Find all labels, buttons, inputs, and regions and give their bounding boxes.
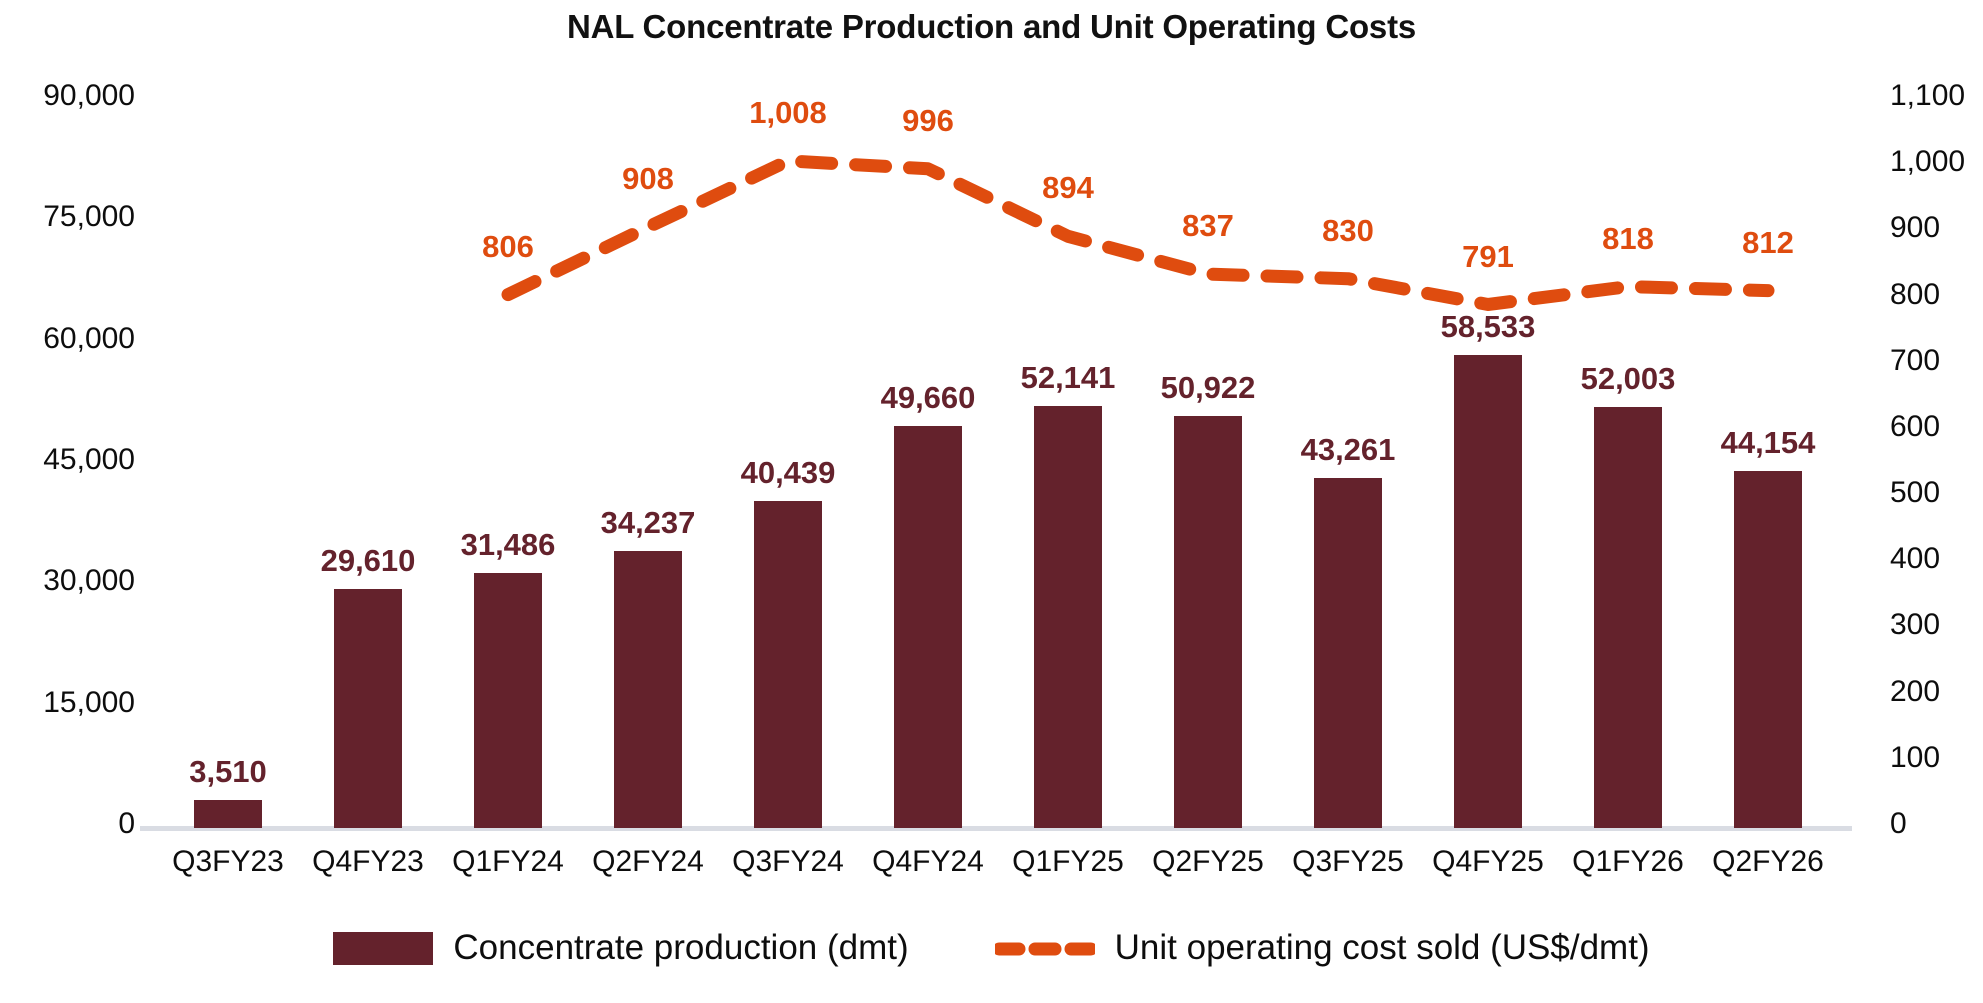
bar-slot: 43,261 (1278, 100, 1418, 828)
line-value-label-Q4FY25: 791 (1462, 238, 1514, 274)
right-axis-tick-1000: 1,000 (1890, 145, 1966, 179)
category-label-Q4FY25: Q4FY25 (1432, 845, 1544, 878)
bar-Q2FY24[interactable] (614, 551, 682, 828)
bar-swatch-icon (333, 931, 434, 965)
left-axis-tick-0: 0 (118, 807, 135, 840)
bar-slot: 31,486 (438, 100, 578, 828)
bar-value-label-Q2FY24: 34,237 (600, 505, 696, 541)
right-axis-tick-800: 800 (1890, 277, 1941, 311)
bar-value-label-Q1FY26: 52,003 (1580, 361, 1676, 397)
category-label-Q1FY24: Q1FY24 (452, 845, 564, 878)
bar-slot: 52,003 (1558, 100, 1698, 828)
bar-Q2FY26[interactable] (1734, 470, 1802, 828)
line-value-label-Q1FY24: 806 (482, 228, 534, 264)
bar-slot: 3,510 (158, 100, 298, 828)
dashed-line-swatch-icon (992, 932, 1098, 965)
bar-Q4FY25[interactable] (1454, 354, 1522, 828)
legend-label-unit-operating-cost: Unit operating cost sold (US$/dmt) (1114, 928, 1650, 967)
bar-slot: 40,439 (718, 100, 858, 828)
bar-value-label-Q4FY24: 49,660 (880, 380, 976, 416)
legend-item-unit-operating-cost[interactable]: Unit operating cost sold (US$/dmt) (992, 928, 1650, 968)
bar-slot: 49,660 (858, 100, 998, 828)
bar-Q1FY24[interactable] (474, 573, 542, 828)
line-value-label-Q1FY26: 818 (1602, 220, 1654, 256)
category-label-Q3FY24: Q3FY24 (732, 845, 844, 878)
line-value-label-Q2FY26: 812 (1742, 224, 1794, 260)
bar-Q3FY25[interactable] (1314, 478, 1382, 828)
bar-value-label-Q1FY25: 52,141 (1020, 360, 1116, 396)
right-axis-tick-400: 400 (1890, 542, 1941, 576)
bar-slot: 44,154 (1698, 100, 1838, 828)
category-label-Q1FY26: Q1FY26 (1572, 845, 1684, 878)
bar-Q4FY24[interactable] (894, 426, 962, 828)
left-axis-tick-45000: 45,000 (43, 443, 135, 476)
chart-legend: Concentrate production (dmt) Unit operat… (0, 928, 1983, 968)
category-label-Q2FY24: Q2FY24 (592, 845, 704, 878)
bar-slot: 50,922 (1138, 100, 1278, 828)
right-axis-tick-700: 700 (1890, 343, 1941, 377)
line-value-label-Q1FY25: 894 (1042, 170, 1094, 206)
left-axis-tick-60000: 60,000 (43, 321, 135, 355)
line-value-label-Q3FY24: 1,008 (749, 94, 827, 130)
chart-title: NAL Concentrate Production and Unit Oper… (566, 8, 1417, 45)
right-axis-tick-900: 900 (1890, 211, 1941, 245)
bar-value-label-Q3FY23: 3,510 (189, 753, 267, 789)
bar-slot: 29,610 (298, 100, 438, 828)
category-label-Q3FY25: Q3FY25 (1292, 845, 1404, 878)
bar-Q1FY26[interactable] (1594, 407, 1662, 828)
right-axis-tick-1100: 1,100 (1890, 79, 1966, 112)
bar-Q4FY23[interactable] (334, 588, 402, 828)
category-label-Q4FY24: Q4FY24 (872, 845, 984, 878)
bar-value-label-Q4FY23: 29,610 (320, 542, 416, 578)
bar-Q3FY23[interactable] (194, 799, 262, 828)
bar-value-label-Q4FY25: 58,533 (1440, 308, 1536, 344)
line-value-label-Q4FY24: 996 (902, 102, 954, 138)
plot-area: 3,510 29,610 31,486 34,237 40,439 49,660 52,14… (158, 95, 1838, 828)
category-label-Q3FY23: Q3FY23 (172, 845, 284, 878)
category-label-Q2FY25: Q2FY25 (1152, 845, 1264, 878)
category-label-Q1FY25: Q1FY25 (1012, 845, 1124, 878)
left-axis-tick-75000: 75,000 (43, 200, 135, 234)
bar-Q3FY24[interactable] (754, 500, 822, 828)
category-label-Q2FY26: Q2FY26 (1712, 845, 1824, 878)
bar-slot: 34,237 (578, 100, 718, 828)
bar-value-label-Q3FY24: 40,439 (740, 454, 836, 490)
right-axis-tick-600: 600 (1890, 409, 1941, 443)
right-axis-tick-300: 300 (1890, 608, 1941, 642)
dashed-line-glyph (992, 942, 1098, 955)
right-axis-tick-0: 0 (1890, 807, 1907, 840)
line-value-label-Q2FY25: 837 (1182, 208, 1234, 244)
left-axis-tick-90000: 90,000 (43, 79, 135, 112)
category-axis-line (140, 826, 1852, 831)
bar-Q2FY25[interactable] (1174, 416, 1242, 828)
bar-value-label-Q2FY26: 44,154 (1720, 424, 1816, 460)
bar-Q1FY25[interactable] (1034, 406, 1102, 828)
bar-slot: 58,533 (1418, 100, 1558, 828)
bar-slot: 52,141 (998, 100, 1138, 828)
right-axis-tick-100: 100 (1890, 740, 1941, 774)
legend-item-concentrate-production[interactable]: Concentrate production (dmt) (333, 928, 909, 968)
line-value-label-Q3FY25: 830 (1322, 212, 1374, 248)
line-value-label-Q2FY24: 908 (622, 161, 674, 197)
right-axis-tick-500: 500 (1890, 476, 1941, 510)
bar-value-label-Q3FY25: 43,261 (1300, 432, 1396, 468)
category-label-Q4FY23: Q4FY23 (312, 845, 424, 878)
legend-label-concentrate-production: Concentrate production (dmt) (453, 928, 909, 967)
left-axis-tick-15000: 15,000 (43, 685, 135, 719)
bar-value-label-Q2FY25: 50,922 (1160, 370, 1256, 406)
left-axis-tick-30000: 30,000 (43, 564, 135, 598)
right-axis-tick-200: 200 (1890, 674, 1941, 708)
bar-value-label-Q1FY24: 31,486 (460, 527, 556, 563)
